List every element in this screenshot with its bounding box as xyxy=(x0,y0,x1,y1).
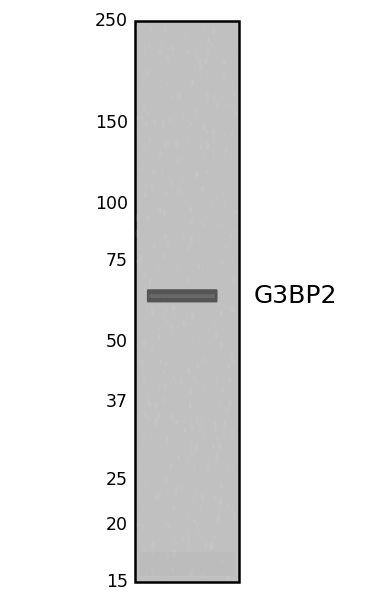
Text: 25: 25 xyxy=(106,471,128,489)
FancyBboxPatch shape xyxy=(149,294,215,298)
Bar xyxy=(139,552,235,576)
FancyBboxPatch shape xyxy=(147,289,218,302)
Text: 250: 250 xyxy=(95,12,128,30)
Bar xyxy=(135,21,239,582)
Text: 20: 20 xyxy=(106,515,128,533)
Text: 100: 100 xyxy=(95,195,128,213)
Text: 75: 75 xyxy=(106,252,128,270)
Text: 50: 50 xyxy=(106,333,128,351)
Text: 150: 150 xyxy=(95,114,128,132)
Text: G3BP2: G3BP2 xyxy=(253,284,337,308)
Text: 15: 15 xyxy=(106,573,128,591)
Text: 37: 37 xyxy=(106,393,128,411)
